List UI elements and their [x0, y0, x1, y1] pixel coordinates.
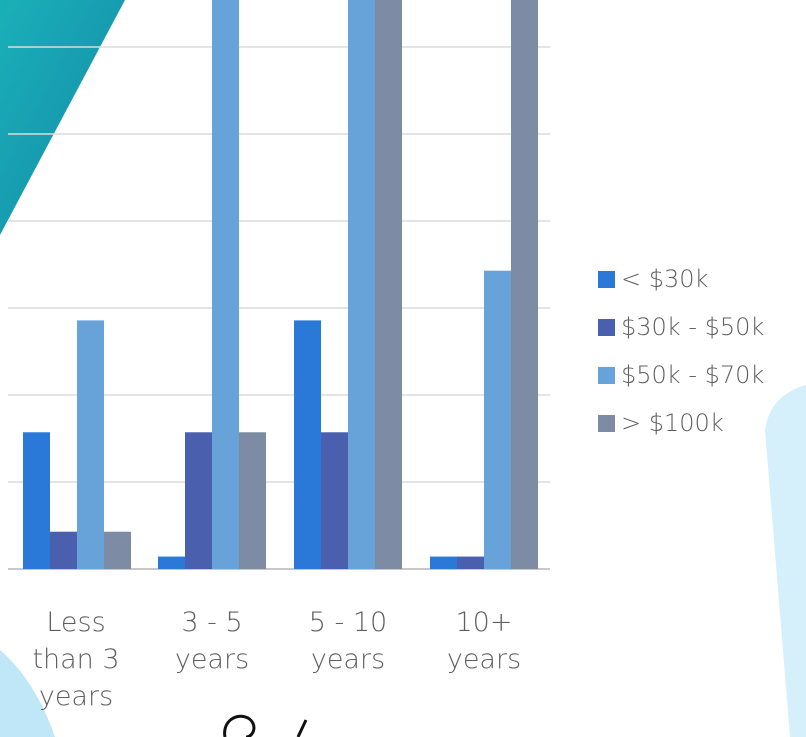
- legend-label: $50k - $70k: [621, 361, 765, 389]
- category-label: 5 - 10 years: [308, 607, 388, 675]
- legend-label: $30k - $50k: [621, 313, 765, 341]
- bar: [511, 0, 538, 570]
- bar: [484, 270, 511, 569]
- bar: [321, 432, 348, 569]
- legend-item: $50k - $70k: [598, 351, 764, 399]
- bar: [239, 432, 266, 569]
- legend-swatch: [598, 318, 615, 336]
- legend-label: > $100k: [621, 409, 724, 437]
- bar: [294, 320, 321, 569]
- legend: < $30k $30k - $50k $50k - $70k > $100k: [598, 255, 764, 447]
- bar: [430, 556, 457, 569]
- legend-label: < $30k: [621, 265, 709, 293]
- teal-corner-shape: [0, 0, 125, 235]
- legend-item: $30k - $50k: [598, 303, 764, 351]
- bar: [104, 531, 131, 569]
- legend-swatch: [598, 414, 615, 432]
- legend-swatch: [598, 366, 615, 384]
- light-blue-right-shape: [765, 385, 806, 737]
- category-label: 3 - 5 years: [174, 607, 250, 675]
- bar: [348, 0, 375, 569]
- bar: [185, 432, 212, 569]
- legend-item: < $30k: [598, 255, 764, 303]
- category-label: 10+ years: [446, 607, 522, 675]
- light-blue-corner-shape: [0, 650, 55, 737]
- bar: [77, 320, 104, 569]
- bar: [158, 556, 185, 569]
- bars: [23, 0, 538, 570]
- legend-item: > $100k: [598, 399, 764, 447]
- cursive-mark: [223, 714, 308, 737]
- bar: [457, 556, 484, 569]
- bar: [212, 0, 239, 570]
- bar: [50, 531, 77, 569]
- category-label: Less than 3 years: [32, 607, 120, 712]
- bar: [375, 0, 402, 570]
- bar: [23, 432, 50, 569]
- legend-swatch: [598, 270, 615, 288]
